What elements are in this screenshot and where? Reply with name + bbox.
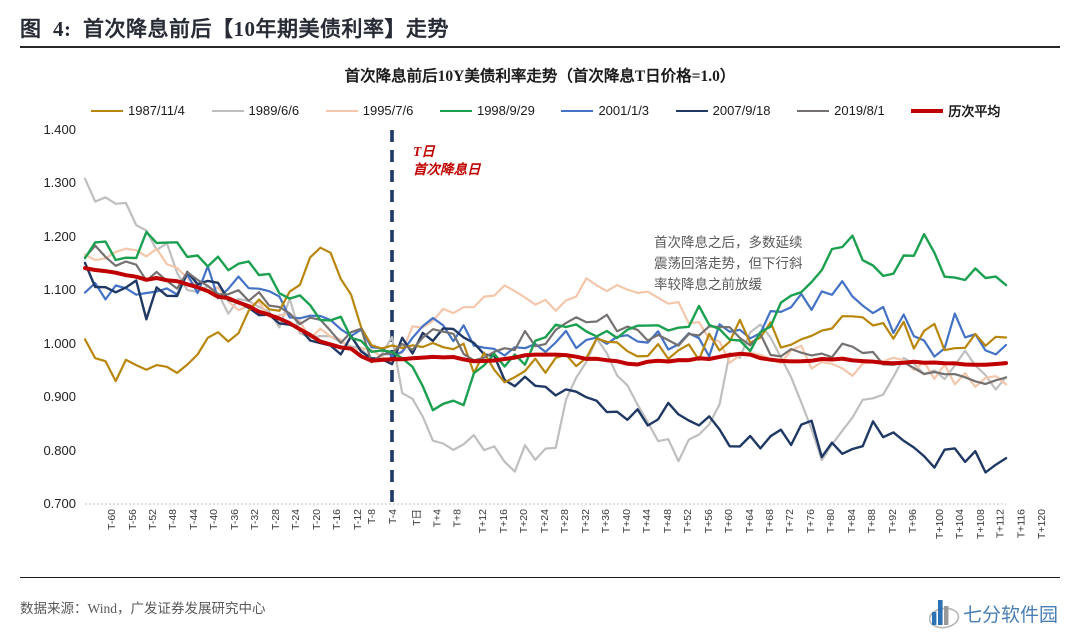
svg-text:七分软件园: 七分软件园: [963, 604, 1058, 626]
